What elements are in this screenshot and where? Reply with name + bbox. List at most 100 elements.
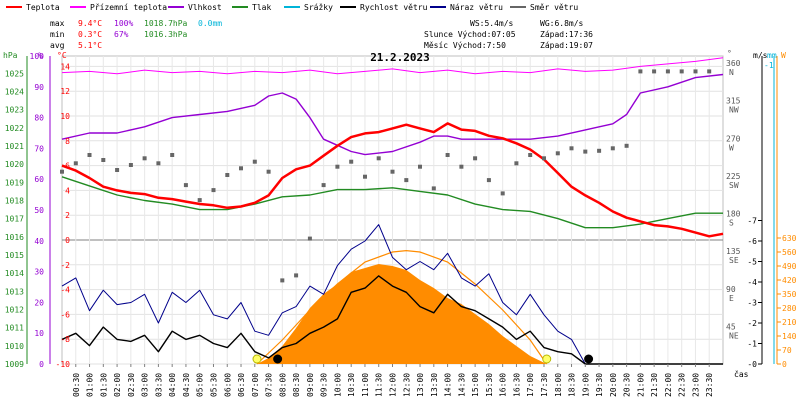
time-tick-label: 12:30 [402, 373, 411, 397]
wind-tick-label: -7 [747, 217, 757, 226]
wind-direction-point [349, 159, 354, 164]
solar-tick-label: 210 [782, 318, 797, 327]
time-tick-label: 14:00 [444, 373, 453, 397]
humidity-tick-label: 30 [34, 268, 44, 277]
wind-direction-point [473, 156, 478, 161]
wind-direction-point [679, 69, 684, 74]
temperature-tick-label: -8 [60, 335, 70, 344]
wind-tick-label: -2 [747, 319, 757, 328]
time-tick-label: 19:00 [581, 373, 590, 397]
unit-w: W [781, 51, 786, 60]
axes: 1025102410231022102110201019101810171016… [5, 52, 797, 397]
wind-direction-point [610, 146, 615, 151]
pressure-tick-label: 1017 [5, 215, 24, 224]
info-ws: WS:5.4m/s [470, 19, 514, 28]
time-tick-label: 07:30 [265, 373, 274, 397]
direction-cardinal-label: S [729, 219, 734, 228]
time-tick-label: 17:00 [526, 373, 535, 397]
legend-item-rain: Srážky [284, 3, 333, 12]
wind-direction-point [638, 69, 643, 74]
time-tick-label: 22:30 [678, 373, 687, 397]
moon-marker [584, 354, 594, 364]
temperature-tick-label: 12 [60, 87, 70, 96]
wind-direction-point [115, 168, 120, 172]
time-tick-label: 05:30 [209, 373, 218, 397]
wind-direction-point [693, 69, 698, 74]
wind-direction-point [128, 163, 133, 167]
wind-direction-point [266, 169, 271, 174]
time-tick-label: 21:30 [650, 373, 659, 397]
stats-avg-label: avg [50, 41, 65, 50]
temperature-tick-label: 0 [65, 236, 70, 245]
wind-direction-point [569, 146, 574, 151]
wind-tick-label: -5 [747, 258, 757, 267]
unit-time: čas [734, 369, 749, 379]
time-tick-label: 07:00 [251, 373, 260, 397]
stats-max-press: 1018.7hPa [144, 19, 188, 28]
wind-direction-point [500, 191, 505, 196]
wind-direction-point [197, 198, 202, 203]
time-tick-label: 03:00 [141, 373, 150, 397]
pressure-tick-label: 1015 [5, 251, 24, 260]
time-tick-label: 02:30 [127, 373, 136, 397]
stats-avg-temp: 5.1°C [78, 41, 102, 50]
time-tick-label: 02:00 [113, 373, 122, 397]
wind-direction-point [60, 169, 64, 174]
legend-item-wind: Rychlost větru [340, 3, 428, 12]
humidity-tick-label: 60 [34, 175, 44, 184]
temperature-tick-label: -4 [60, 286, 70, 295]
temperature-tick-label: -2 [60, 261, 70, 270]
unit-hpa: hPa [3, 51, 18, 60]
time-tick-label: 15:00 [471, 373, 480, 397]
legend-label: Náraz větru [450, 3, 503, 12]
pressure-tick-label: 1014 [5, 269, 24, 278]
info-block: WS:5.4m/s WG:6.8m/s Slunce Východ:07:05 … [424, 19, 593, 50]
wind-direction-point [183, 183, 188, 188]
time-tick-label: 03:30 [154, 373, 163, 397]
time-tick-label: 04:30 [182, 373, 191, 397]
time-tick-label: 14:30 [457, 373, 466, 397]
wind-direction-point [294, 273, 299, 278]
stats-max-rain: 0.0mm [198, 19, 222, 28]
time-tick-label: 11:30 [375, 373, 384, 397]
time-tick-label: 01:00 [86, 373, 95, 397]
time-tick-label: 06:30 [237, 373, 246, 397]
solar-tick-label: 280 [782, 304, 797, 313]
wind-tick-label: -4 [747, 278, 757, 287]
time-tick-label: 09:30 [320, 373, 329, 397]
stats-block: max 9.4°C 100% 1018.7hPa 0.0mm min 0.3°C… [50, 19, 222, 50]
unit-degc: °C [57, 51, 67, 60]
direction-cardinal-label: NE [729, 331, 739, 340]
pressure-tick-label: 1024 [5, 87, 24, 96]
wind-tick-label: -0 [747, 360, 757, 369]
direction-tick-label: 45 [726, 322, 736, 331]
wind-direction-point [445, 153, 450, 157]
rain-tick-label: -1 [764, 61, 774, 70]
wind-direction-point [486, 178, 491, 183]
time-tick-label: 08:00 [278, 373, 287, 397]
pressure-tick-label: 1012 [5, 305, 24, 314]
direction-tick-label: 225 [726, 172, 741, 181]
pressure-tick-label: 1019 [5, 178, 24, 187]
direction-tick-label: 315 [726, 97, 741, 106]
direction-tick-label: 180 [726, 210, 741, 219]
wind-direction-point [142, 156, 147, 161]
pressure-tick-label: 1025 [5, 69, 24, 78]
pressure-line [61, 176, 723, 229]
pressure-tick-label: 1010 [5, 342, 24, 351]
legend-item-temp: Teplota [6, 3, 60, 12]
info-moonset: Západ:19:07 [540, 41, 593, 50]
time-tick-label: 05:00 [196, 373, 205, 397]
humidity-line [61, 73, 724, 156]
legend-label: Teplota [26, 3, 60, 12]
wind-direction-point [376, 156, 381, 161]
time-tick-label: 09:00 [306, 373, 315, 397]
legend-label: Přízemní teplota [90, 3, 167, 12]
wind-direction-point [555, 151, 560, 156]
unit-ms: m/s [753, 51, 768, 60]
time-tick-label: 10:30 [347, 373, 356, 397]
solar-tick-label: 630 [782, 234, 797, 243]
direction-tick-label: 360 [726, 59, 741, 68]
temperature-tick-label: 4 [65, 186, 70, 195]
